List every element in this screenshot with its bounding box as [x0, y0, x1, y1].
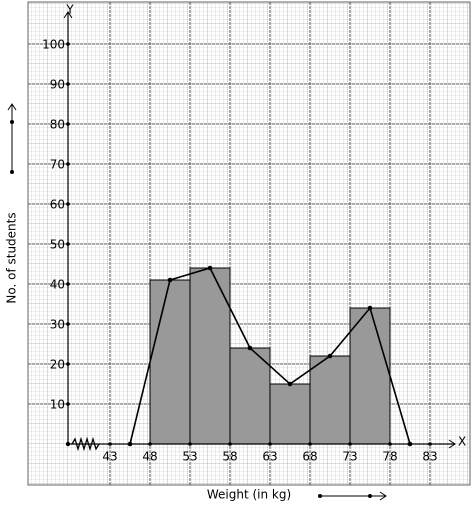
polygon-point [207, 265, 213, 271]
y-tick [66, 82, 70, 86]
x-tick-label: 43 [102, 450, 117, 464]
y-tick-label: 20 [50, 358, 65, 372]
polygon-point [327, 353, 333, 359]
y-tick [66, 242, 70, 246]
y-tick-label: 10 [50, 398, 65, 412]
polygon-point [247, 345, 253, 351]
frequency-polygon [129, 267, 411, 445]
polygon-point [287, 381, 293, 387]
bar [309, 355, 351, 445]
y-tick-label: 80 [50, 118, 65, 132]
bar [229, 347, 271, 445]
x-label-arrow [318, 491, 387, 501]
x-tick [148, 442, 152, 446]
y-tick-label: 70 [50, 158, 65, 172]
y-arrow [63, 11, 73, 19]
x-tick [228, 442, 232, 446]
x-tick [428, 442, 432, 446]
x-tick [188, 442, 192, 446]
y-tick [66, 402, 70, 406]
x-tick-label: 58 [222, 450, 237, 464]
x-tick-label: 63 [262, 450, 277, 464]
x-tick-label: 83 [422, 450, 437, 464]
y-tick-label: 50 [50, 238, 65, 252]
y-axis-label: No. of students [5, 212, 19, 303]
x-tick [308, 442, 312, 446]
y-tick-label: 90 [50, 78, 65, 92]
y-tick [66, 122, 70, 126]
x-tick [388, 442, 392, 446]
x-arrow [448, 439, 456, 449]
bar [149, 279, 191, 445]
x-tick [348, 442, 352, 446]
x-tick [268, 442, 272, 446]
x-axis-label: Weight (in kg) [207, 488, 291, 502]
polygon-point [167, 277, 173, 283]
x-tick-label: 68 [302, 450, 317, 464]
bar [269, 383, 311, 445]
x-tick [108, 442, 112, 446]
bar [349, 307, 391, 445]
axis-break [71, 436, 100, 452]
y-tick [66, 282, 70, 286]
x-tick-label: 48 [142, 450, 157, 464]
y-tick-label: 30 [50, 318, 65, 332]
y-tick-label: 60 [50, 198, 65, 212]
y-tick [66, 362, 70, 366]
y-tick [66, 202, 70, 206]
x-tick-label: 73 [342, 450, 357, 464]
polygon-point [367, 305, 373, 311]
y-tick-label: 100 [42, 38, 65, 52]
y-tick-label: 40 [50, 278, 65, 292]
y-axis-name: Y [65, 3, 74, 17]
y-tick [66, 162, 70, 166]
x-tick-label: 78 [382, 450, 397, 464]
y-label-arrow [7, 103, 17, 174]
x-tick-label: 53 [182, 450, 197, 464]
y-tick [66, 42, 70, 46]
x-axis-name: X [458, 435, 466, 449]
origin-dot [65, 441, 71, 447]
y-tick [66, 322, 70, 326]
